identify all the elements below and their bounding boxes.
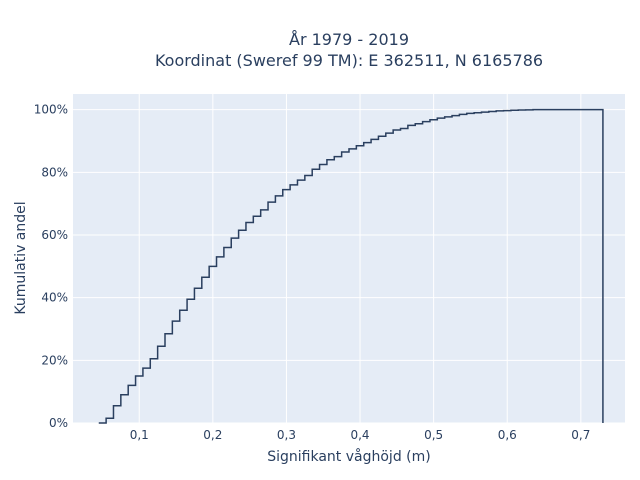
x-tick-label: 0,3 bbox=[277, 428, 296, 442]
x-tick-label: 0,6 bbox=[498, 428, 517, 442]
gridlines bbox=[73, 94, 625, 424]
x-axis-label: Signifikant våghöjd (m) bbox=[267, 448, 430, 465]
x-tick-label: 0,2 bbox=[203, 428, 222, 442]
chart-title-line1: År 1979 - 2019 bbox=[289, 30, 409, 49]
y-tick-label: 20% bbox=[41, 353, 68, 367]
x-tick-label: 0,7 bbox=[571, 428, 590, 442]
y-tick-label: 40% bbox=[41, 291, 68, 305]
x-axis-ticks: 0,1 0,2 0,3 0,4 0,5 0,6 0,7 bbox=[130, 428, 591, 442]
series-layer bbox=[98, 108, 604, 424]
y-axis-label: Kumulativ andel bbox=[13, 201, 29, 314]
x-tick-label: 0,4 bbox=[350, 428, 369, 442]
y-axis-ticks: 0% 20% 40% 60% 80% 100% bbox=[34, 103, 68, 430]
plot-area bbox=[73, 94, 625, 423]
y-tick-label: 0% bbox=[49, 416, 68, 430]
y-tick-label: 100% bbox=[34, 103, 68, 117]
cdf-step-line bbox=[98, 108, 604, 424]
y-tick-label: 80% bbox=[41, 165, 68, 179]
y-tick-label: 60% bbox=[41, 228, 68, 242]
x-tick-label: 0,1 bbox=[130, 428, 149, 442]
x-tick-label: 0,5 bbox=[424, 428, 443, 442]
chart-title-line2: Koordinat (Sweref 99 TM): E 362511, N 61… bbox=[155, 51, 543, 70]
